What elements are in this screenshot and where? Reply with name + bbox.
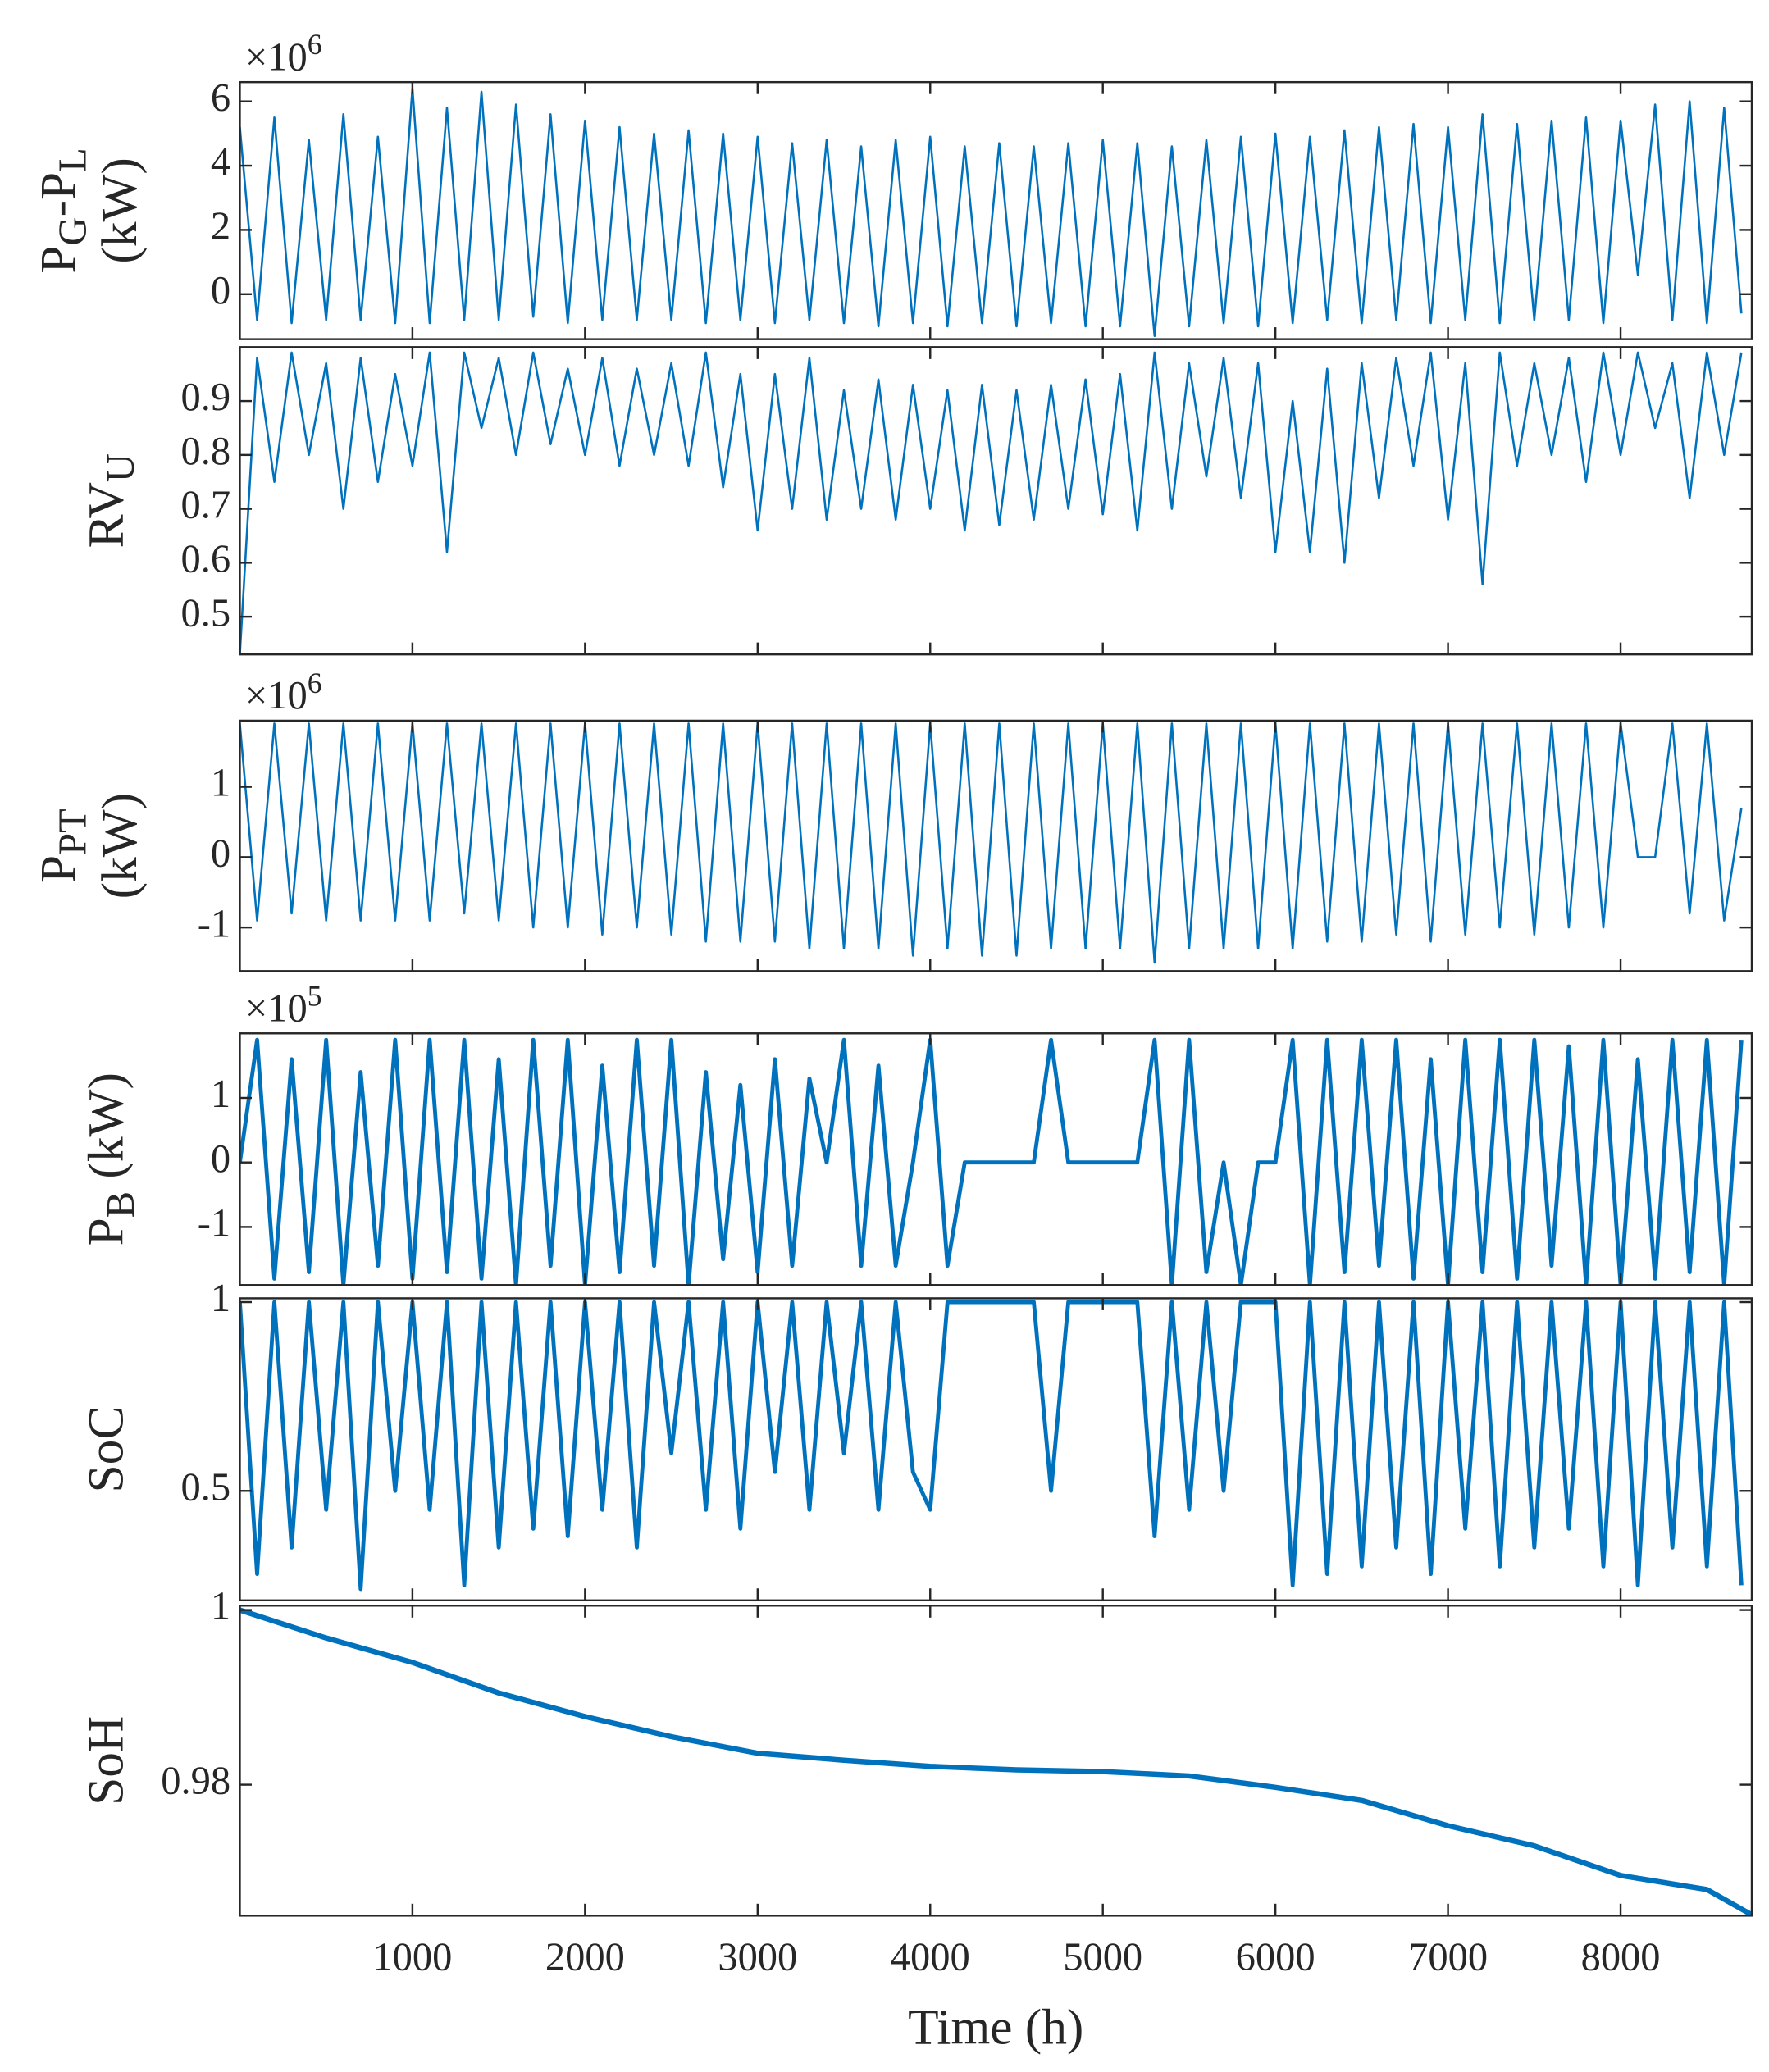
- axis-multiplier: ×106: [245, 28, 322, 79]
- y-tick-label: -1: [198, 1202, 230, 1245]
- x-tick-label: 4000: [891, 1935, 970, 1979]
- y-label-part: (kW): [92, 157, 148, 264]
- panel: 0.5 0.6 0.7 0.8 0.9 RVU: [79, 346, 1753, 656]
- x-tick-label: 1000: [372, 1935, 452, 1979]
- y-label-part: SoC: [79, 1406, 134, 1493]
- y-tick-label: 0.5: [181, 1465, 231, 1509]
- y-tick-label: 6: [211, 76, 230, 120]
- y-label-subscript: L: [52, 148, 95, 172]
- y-axis-label: SoC: [79, 1406, 134, 1493]
- panel: 0.98 1 1000 2000 3000 4000 5000 6000 7000 8000 Tim…: [79, 1585, 1753, 2056]
- axes-frame: [239, 1605, 1753, 1917]
- axes-frame: [239, 1297, 1753, 1602]
- axes-frame: [239, 346, 1753, 656]
- y-tick-label: 4: [211, 140, 230, 184]
- x-tick-label: 5000: [1063, 1935, 1142, 1979]
- data-line: [239, 1037, 1744, 1286]
- y-axis-label: (kW): [92, 157, 148, 264]
- y-label-part: RV: [79, 482, 134, 548]
- axis-multiplier: ×106: [245, 667, 322, 717]
- y-label-part: SoH: [79, 1716, 134, 1806]
- axis-multiplier: ×105: [245, 979, 322, 1030]
- y-tick-label: 0: [211, 269, 230, 312]
- data-line: [239, 351, 1743, 655]
- y-tick-label: 0.7: [181, 484, 231, 527]
- x-axis-label: Time (h): [908, 2000, 1083, 2056]
- y-tick-label: 0.5: [181, 591, 231, 635]
- y-label-part: P: [31, 855, 87, 883]
- y-tick-label: 0.6: [181, 537, 231, 581]
- y-label-part: P: [79, 1218, 134, 1245]
- y-tick-label: 1: [211, 1072, 230, 1116]
- y-axis-label: PG-PL: [31, 148, 95, 273]
- y-tick-label: 1: [211, 1585, 230, 1628]
- y-label-subscript: U: [99, 453, 143, 482]
- axes-frame: [239, 80, 1753, 340]
- x-tick-label: 3000: [718, 1935, 797, 1979]
- y-axis-label: (kW): [92, 793, 148, 899]
- y-tick-label: 0.98: [161, 1760, 230, 1803]
- data-line: [239, 722, 1743, 964]
- y-label-part: (kW): [92, 793, 148, 899]
- y-axis-label: PPT: [31, 808, 95, 883]
- data-line: [239, 87, 1743, 338]
- panel: -1 0 1 ×105 PB (kW): [79, 979, 1753, 1286]
- axes-frame: [239, 719, 1753, 972]
- data-line: [239, 1607, 1752, 1916]
- y-axis-label: PB (kW): [79, 1072, 143, 1245]
- multiplier-base: ×10: [245, 35, 308, 79]
- y-tick-label: 1: [211, 1277, 230, 1320]
- y-tick-label: 0.8: [181, 430, 231, 473]
- multiplier-exp: 6: [308, 667, 322, 699]
- x-tick-label: 7000: [1408, 1935, 1488, 1979]
- multiplier-exp: 6: [308, 28, 322, 61]
- y-tick-label: 0: [211, 1137, 230, 1181]
- multiplier-exp: 5: [308, 979, 322, 1012]
- axes-frame: [239, 1032, 1753, 1286]
- multiplier-base: ×10: [245, 674, 308, 717]
- y-tick-label: 0: [211, 831, 230, 875]
- panel: -1 0 1 ×106 PPT(kW): [31, 667, 1753, 972]
- y-label-subscript: B: [99, 1191, 143, 1218]
- y-label-subscript: G: [52, 216, 95, 245]
- y-label-part: -P: [31, 172, 87, 217]
- panel: 0.5 1 SoC: [79, 1277, 1753, 1602]
- y-label-part: P: [31, 245, 87, 273]
- x-tick-label: 6000: [1236, 1935, 1315, 1979]
- data-line: [239, 1300, 1744, 1592]
- y-tick-label: 0.9: [181, 376, 231, 419]
- x-tick-label: 2000: [545, 1935, 625, 1979]
- x-tick-label: 8000: [1581, 1935, 1661, 1979]
- y-tick-label: -1: [198, 902, 230, 945]
- y-tick-label: 1: [211, 762, 230, 805]
- y-label-subscript: PT: [52, 808, 95, 855]
- y-label-part: (kW): [79, 1072, 134, 1191]
- multiplier-base: ×10: [245, 987, 308, 1031]
- y-axis-label: RVU: [79, 453, 143, 548]
- y-axis-label: SoH: [79, 1716, 134, 1806]
- y-tick-label: 2: [211, 205, 230, 248]
